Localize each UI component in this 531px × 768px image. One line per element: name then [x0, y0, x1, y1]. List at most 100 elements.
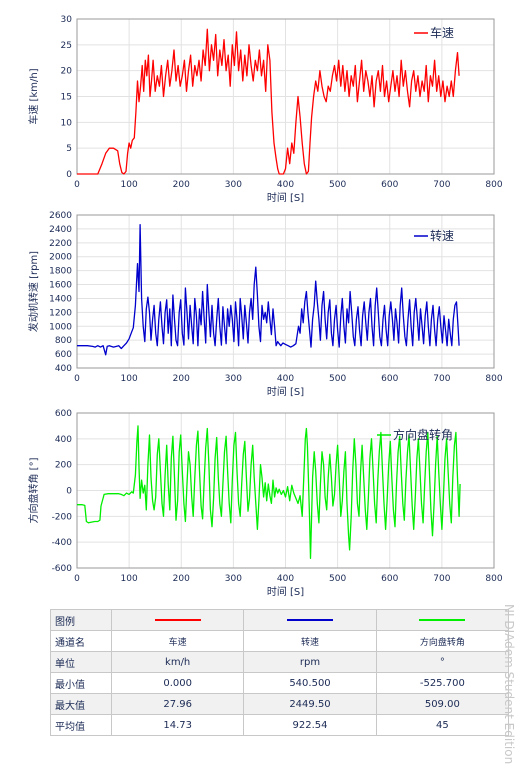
cell-value: 0.000	[110, 672, 245, 694]
c1-x-tick-label: 600	[381, 374, 398, 384]
c1-x-tick-label: 400	[277, 374, 294, 384]
c2-series-line-0	[77, 425, 461, 559]
cell-value: 14.73	[110, 714, 245, 736]
c2-x-tick-label: 800	[485, 574, 502, 584]
cell-value: 45	[375, 714, 510, 736]
c1-x-tick-label: 500	[329, 374, 346, 384]
c1-y-tick-label: 1200	[49, 308, 72, 318]
c1-x-tick-label: 200	[173, 374, 190, 384]
cell-value: 转速	[243, 630, 377, 652]
row-label: 最大值	[50, 693, 112, 715]
c0-x-tick-label: 500	[329, 180, 346, 190]
c1-y-axis-label: 发动机转速 [rpm]	[27, 251, 40, 332]
row-label: 图例	[50, 609, 112, 631]
c0-y-tick-label: 10	[61, 118, 73, 128]
c2-x-tick-label: 300	[225, 574, 242, 584]
charts-area: 0 100 200 300 400 500 600 700 800 0 5 10 15 20 25 30 时间 …	[27, 15, 503, 598]
legend-row-mean: 平均值 14.73 922.54 45	[50, 714, 510, 736]
c2-y-tick-label: -400	[52, 538, 73, 548]
c2-x-axis-label: 时间 [S]	[267, 585, 304, 598]
rpm-legend-swatch	[286, 618, 333, 621]
c0-legend-label: 车速	[430, 25, 454, 40]
cell-value: 车速	[110, 630, 245, 652]
legend-row-min: 最小值 0.000 540.500 -525.700	[50, 672, 510, 694]
c2-x-tick-label: 700	[433, 574, 450, 584]
cell-value: 27.96	[110, 693, 245, 715]
c2-x-tick-label: 400	[277, 574, 294, 584]
c0-x-tick-label: 700	[433, 180, 450, 190]
c0-x-tick-label: 400	[277, 180, 294, 190]
c2-y-axis-label: 方向盘转角 [°]	[27, 457, 40, 523]
c1-x-tick-label: 300	[225, 374, 242, 384]
row-label: 最小值	[50, 672, 112, 694]
legend-row-channel: 通道名 车速 转速 方向盘转角	[50, 630, 510, 652]
c0-x-axis-label: 时间 [S]	[267, 191, 304, 204]
row-label: 单位	[50, 651, 112, 673]
c2-plot-frame	[76, 412, 495, 569]
c0-y-tick-label: 30	[61, 15, 73, 25]
c1-x-tick-label: 800	[485, 374, 502, 384]
cell-value: -525.700	[375, 672, 510, 694]
c1-y-tick-label: 1800	[49, 267, 72, 277]
c1-x-tick-label: 0	[74, 374, 80, 384]
c1-y-tick-label: 2400	[49, 225, 72, 235]
c1-y-tick-label: 1400	[49, 294, 72, 304]
c0-series-line-0	[77, 28, 460, 175]
cell-value: 方向盘转角	[375, 630, 510, 652]
c1-series-line-0	[77, 224, 460, 356]
c2-x-tick-label: 500	[329, 574, 346, 584]
cell-value: rpm	[243, 651, 377, 673]
watermark: NI DIAdem Student Edition	[502, 600, 531, 768]
c1-plot-frame	[76, 214, 495, 369]
c0-x-tick-label: 600	[381, 180, 398, 190]
cell-value: °	[375, 651, 510, 673]
legend-row-swatch: 图例	[50, 609, 510, 631]
speed-swatch-cell	[110, 609, 245, 631]
c1-y-tick-label: 1000	[49, 322, 72, 332]
c2-y-tick-label: 200	[55, 461, 72, 471]
c1-y-tick-label: 1600	[49, 281, 72, 291]
cell-value: 509.00	[375, 693, 510, 715]
c0-x-tick-label: 200	[173, 180, 190, 190]
c2-x-tick-label: 100	[121, 574, 138, 584]
watermark-text: NI DIAdem Student Edition	[502, 604, 516, 765]
c0-x-tick-label: 800	[485, 180, 502, 190]
c1-y-tick-label: 400	[55, 364, 72, 374]
c0-y-tick-label: 0	[66, 170, 72, 180]
steer-swatch-cell	[375, 609, 510, 631]
c0-x-tick-label: 300	[225, 180, 242, 190]
c0-y-axis-label: 车速 [km/h]	[27, 68, 40, 124]
legend-table: 图例 通道名 车速 转速 方向盘转角 单位 km/h rpm ° 最小值 0.0…	[50, 609, 510, 736]
c2-y-tick-label: -600	[52, 564, 73, 574]
c1-y-tick-label: 800	[55, 336, 72, 346]
c0-y-tick-label: 15	[61, 93, 72, 103]
cell-value: 922.54	[243, 714, 377, 736]
legend-row-max: 最大值 27.96 2449.50 509.00	[50, 693, 510, 715]
c0-y-tick-label: 20	[61, 67, 73, 77]
row-label: 平均值	[50, 714, 112, 736]
cell-value: 540.500	[243, 672, 377, 694]
c1-x-tick-label: 100	[121, 374, 138, 384]
c1-x-axis-label: 时间 [S]	[267, 385, 304, 398]
steer-legend-swatch	[419, 618, 466, 621]
c1-y-tick-label: 600	[55, 350, 72, 360]
c1-y-tick-label: 2600	[49, 211, 72, 221]
c0-plot-frame	[76, 18, 495, 175]
c2-x-tick-label: 200	[173, 574, 190, 584]
c0-x-tick-label: 0	[74, 180, 80, 190]
legend-row-unit: 单位 km/h rpm °	[50, 651, 510, 673]
c2-x-tick-label: 600	[381, 574, 398, 584]
c1-legend-label: 转速	[430, 228, 454, 243]
c0-x-tick-label: 100	[121, 180, 138, 190]
c1-y-tick-label: 2200	[49, 239, 72, 249]
row-label: 通道名	[50, 630, 112, 652]
cell-value: 2449.50	[243, 693, 377, 715]
c2-y-tick-label: 600	[55, 409, 72, 419]
c2-y-tick-label: 400	[55, 435, 72, 445]
c2-y-tick-label: 0	[66, 487, 72, 497]
c2-y-tick-label: -200	[52, 512, 73, 522]
rpm-swatch-cell	[243, 609, 377, 631]
cell-value: km/h	[110, 651, 245, 673]
speed-legend-swatch	[154, 618, 201, 621]
c2-x-tick-label: 0	[74, 574, 80, 584]
